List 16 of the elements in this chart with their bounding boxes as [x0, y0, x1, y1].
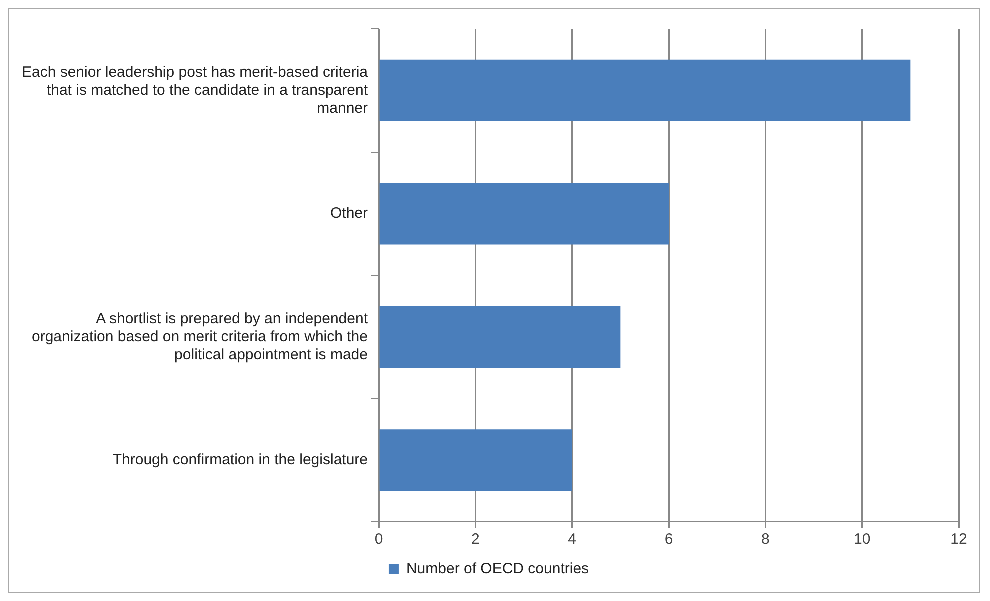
- bar: [380, 183, 669, 245]
- bar: [380, 430, 572, 492]
- x-tick-label: 12: [950, 531, 968, 548]
- x-tick-label: 8: [761, 531, 770, 548]
- x-tick-label: 2: [472, 531, 480, 548]
- y-tick-label: A shortlist is prepared by an independent organization based on merit criteria from which the political appointment is made: [32, 310, 369, 364]
- y-tick-label: Each senior leadership post has merit-based criteria that is matched to the candidate in a transparent manner: [22, 64, 369, 117]
- y-tick-label: Other: [330, 205, 368, 222]
- y-tick-label: Through confirmation in the legislature: [112, 452, 368, 469]
- bar: [380, 60, 911, 122]
- x-tick-label: 10: [854, 531, 871, 548]
- x-tick-label: 4: [568, 531, 577, 548]
- bar: [380, 306, 621, 368]
- x-tick-label: 6: [664, 531, 674, 548]
- legend-label: Number of OECD countries: [406, 560, 590, 578]
- x-tick-label: 0: [374, 531, 384, 548]
